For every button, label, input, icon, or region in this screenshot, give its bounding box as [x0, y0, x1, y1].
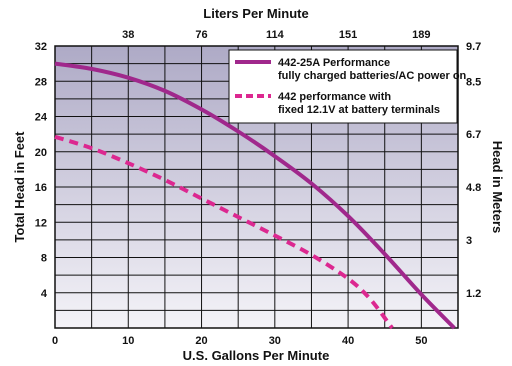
- y-tick-label: 16: [35, 182, 47, 194]
- top-axis-title: Liters Per Minute: [203, 6, 308, 21]
- series-line-fixed-voltage: [54, 134, 394, 330]
- x-tick-label: 10: [122, 335, 134, 347]
- legend-label-full-power-line2: fully charged batteries/AC power on: [278, 70, 467, 82]
- top-tick-label: 189: [412, 29, 430, 41]
- x-tick-label: 0: [52, 335, 58, 347]
- legend-label-fixed-voltage: 442 performance with: [278, 91, 391, 103]
- top-tick-label: 114: [266, 29, 285, 41]
- right-tick-label: 4.8: [466, 182, 481, 194]
- x-tick-label: 20: [195, 335, 207, 347]
- x-tick-label: 50: [415, 335, 427, 347]
- series-lines: [54, 61, 456, 330]
- top-axis-ticks: 38 76 114 151 189: [122, 29, 430, 41]
- x-axis-title: U.S. Gallons Per Minute: [183, 348, 330, 363]
- legend-label-full-power: 442-25A Performance: [278, 57, 390, 69]
- right-tick-label: 8.5: [466, 76, 481, 88]
- y-tick-label: 12: [35, 217, 47, 229]
- y-tick-label: 4: [41, 288, 48, 300]
- top-tick-label: 38: [122, 29, 134, 41]
- y-tick-label: 24: [35, 112, 48, 124]
- plot-frame: [54, 45, 459, 329]
- y-axis-title: Total Head in Feet: [12, 131, 27, 243]
- top-tick-label: 151: [339, 29, 357, 41]
- right-axis-ticks: 1.2 3 4.8 6.7 8.5 9.7: [466, 41, 481, 300]
- right-tick-label: 6.7: [466, 129, 481, 141]
- y-tick-label: 20: [35, 147, 47, 159]
- legend: 442-25A Performance fully charged batter…: [228, 49, 467, 124]
- right-tick-label: 1.2: [466, 288, 481, 300]
- top-tick-label: 76: [195, 29, 207, 41]
- series-line-full-power: [54, 61, 456, 330]
- y-tick-label: 32: [35, 41, 47, 53]
- x-tick-label: 40: [342, 335, 354, 347]
- y-tick-label: 28: [35, 76, 47, 88]
- right-axis-title: Head in Meters: [490, 141, 505, 233]
- right-tick-label: 3: [466, 235, 472, 247]
- y-tick-label: 8: [41, 253, 47, 265]
- x-tick-label: 30: [269, 335, 281, 347]
- legend-label-fixed-voltage-line2: fixed 12.1V at battery terminals: [278, 104, 440, 116]
- y-axis-ticks: 4 8 12 16 20 24 28 32: [35, 41, 48, 300]
- right-tick-label: 9.7: [466, 41, 481, 53]
- x-axis-ticks: 0 10 20 30 40 50: [52, 335, 428, 347]
